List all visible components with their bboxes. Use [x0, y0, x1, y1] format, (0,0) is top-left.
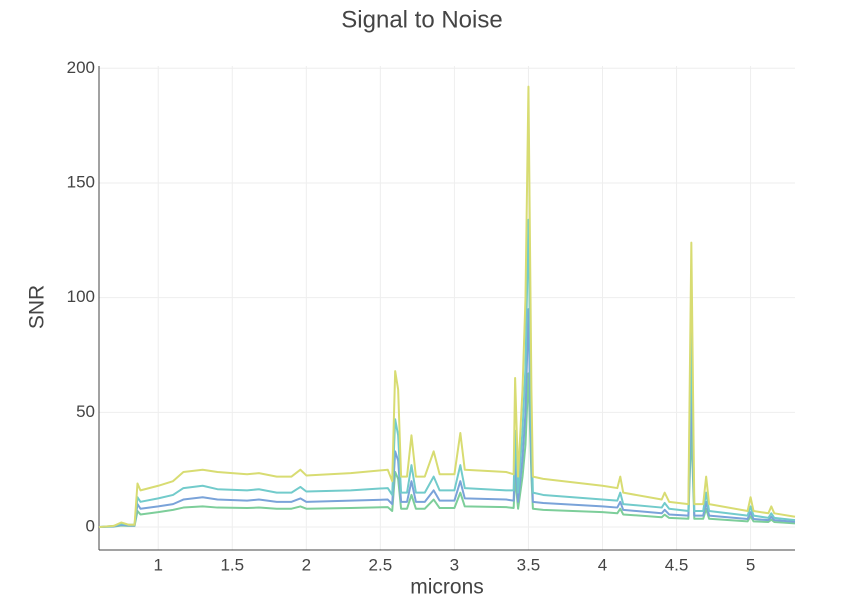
y-tick-label: 150 — [67, 172, 95, 191]
x-tick-label: 1 — [153, 555, 162, 574]
x-tick-label: 5 — [746, 555, 755, 574]
x-axis-label: microns — [410, 576, 484, 599]
y-tick-label: 100 — [67, 287, 95, 306]
y-tick-label: 50 — [76, 402, 95, 421]
series-line — [98, 85, 796, 529]
x-tick-label: 4.5 — [665, 555, 689, 574]
x-tick-label: 2.5 — [369, 555, 393, 574]
y-tick-label: 200 — [67, 58, 95, 77]
chart-title: Signal to Noise — [341, 6, 502, 33]
x-tick-label: 1.5 — [220, 555, 244, 574]
x-tick-label: 2 — [302, 555, 311, 574]
y-axis-label: SNR — [26, 285, 49, 329]
x-tick-label: 3.5 — [517, 555, 541, 574]
x-tick-label: 4 — [598, 555, 607, 574]
x-tick-label: 3 — [450, 555, 459, 574]
y-tick-label: 0 — [86, 517, 95, 536]
